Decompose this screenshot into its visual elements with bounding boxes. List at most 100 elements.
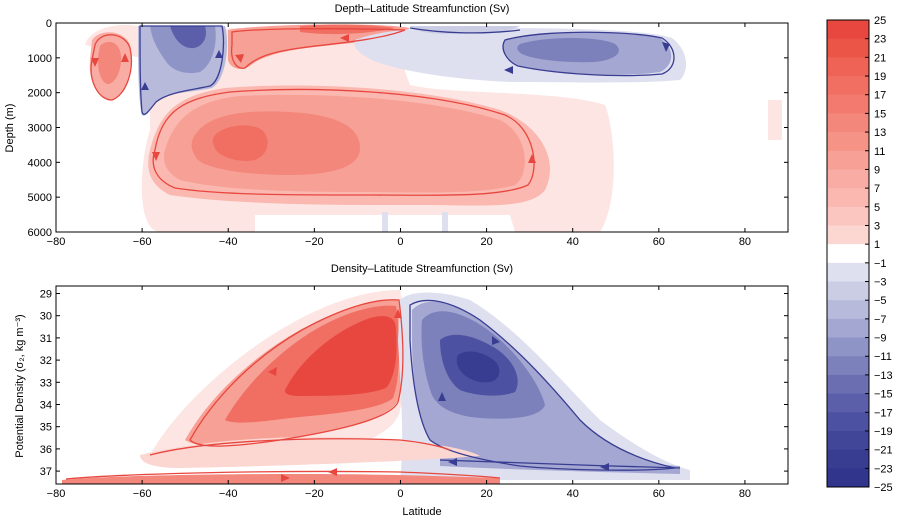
top-surface-positive-cell [228, 24, 410, 69]
colorbar-tick-label: 3 [874, 220, 880, 232]
arrow-top-neg-down [215, 50, 223, 58]
bottom-streamfunction-field [62, 290, 690, 484]
top-bottom-stripe-2 [442, 212, 448, 232]
bottom-ytick-label: 29 [40, 289, 52, 301]
bottom-xtick-label: −80 [47, 488, 66, 500]
colorbar-swatch [827, 430, 869, 451]
top-deep-positive-contour [152, 88, 535, 196]
colorbar-tick-label: −17 [874, 407, 893, 419]
bottom-ytick-label: 35 [40, 422, 52, 434]
arrow-bot-neg-right [492, 336, 500, 345]
bottom-xtick-label: −60 [133, 488, 152, 500]
colorbar-swatch [827, 281, 869, 301]
arrow-bot-neg-left [600, 463, 609, 471]
bottom-negative-peak [456, 351, 500, 383]
colorbar-swatch [827, 468, 869, 488]
top-ytick-label: 3000 [28, 123, 52, 135]
bottom-ytick-label: 30 [40, 311, 52, 323]
colorbar: 25 23 21 19 17 15 13 11 9 7 5 3 1 −1 −3 −5 −7 −9 −11 −13 −15… [826, 15, 893, 494]
bottom-flow-arrows [268, 309, 609, 482]
top-xtick-label: 20 [480, 236, 492, 248]
bottom-xtick-label: 60 [653, 488, 665, 500]
colorbar-swatch [827, 356, 869, 376]
colorbar-tick-label: −11 [874, 351, 892, 363]
top-bottom-stripe-1 [382, 212, 388, 232]
colorbar-swatch [827, 94, 869, 114]
top-deep-positive-peak [212, 125, 268, 161]
colorbar-tick-label: 7 [874, 183, 880, 195]
colorbar-swatch [827, 76, 869, 96]
colorbar-swatch [827, 262, 869, 283]
top-ytick-label: 1000 [28, 53, 52, 65]
bottom-xtick-label: 20 [480, 488, 492, 500]
colorbar-tick-label: −7 [874, 314, 887, 326]
top-bottom-stripe-3 [768, 100, 782, 140]
colorbar-swatch [827, 57, 869, 77]
bottom-ytick-label: 31 [40, 333, 52, 345]
bottom-x-axis-label: Latitude [402, 506, 441, 518]
bottom-axis-ticks: −80 −60 −40 −20 0 20 40 60 80 29 30 31 32 33 34 35 36 37 [40, 286, 788, 500]
colorbar-swatch [827, 318, 869, 339]
top-xtick-label: −80 [47, 236, 66, 248]
colorbar-tick-label: 21 [874, 52, 886, 64]
bottom-panel-title: Density–Latitude Streamfunction (Sv) [331, 263, 513, 275]
colorbar-frame [826, 19, 870, 488]
colorbar-swatch [827, 206, 869, 226]
colorbar-tick-label: −5 [874, 295, 887, 307]
bottom-ytick-label: 36 [40, 444, 52, 456]
colorbar-tick-label: −9 [874, 333, 887, 345]
top-ytick-label: 0 [46, 18, 52, 30]
colorbar-swatch [827, 393, 869, 413]
bottom-xtick-label: 80 [739, 488, 751, 500]
colorbar-swatch [827, 225, 869, 245]
arrow-bot-dense-right [281, 474, 290, 482]
top-surface-negative-contour [409, 27, 521, 34]
top-northern-negative-contour [502, 31, 675, 77]
colorbar-tick-label: −19 [874, 426, 893, 438]
colorbar-tick-label: −13 [874, 370, 893, 382]
top-southern-positive-core [98, 41, 122, 85]
colorbar-swatch [827, 113, 869, 133]
colorbar-swatch [827, 38, 869, 58]
colorbar-tick-label: −25 [874, 482, 893, 494]
colorbar-swatch [827, 374, 869, 395]
arrow-top-surface-right [340, 34, 349, 42]
top-flow-arrows [91, 34, 670, 163]
colorbar-tick-label: −15 [874, 389, 893, 401]
colorbar-swatch [827, 150, 869, 170]
arrow-top-deep-down [152, 152, 160, 161]
top-xtick-label: 40 [567, 236, 579, 248]
bottom-mixed-contour-2 [439, 459, 681, 469]
top-ytick-label: 5000 [28, 192, 52, 204]
density-latitude-panel: Density–Latitude Streamfunction (Sv) [14, 263, 789, 518]
bottom-axes-frame [55, 285, 789, 485]
bottom-xtick-label: −20 [305, 488, 324, 500]
colorbar-swatch [827, 412, 869, 432]
colorbar-tick-label: 1 [874, 239, 880, 251]
colorbar-swatch [827, 169, 869, 189]
top-xtick-label: 60 [653, 236, 665, 248]
colorbar-tick-label: 5 [874, 202, 880, 214]
bottom-mixed-contour-1 [149, 438, 451, 456]
arrow-top-north-left [504, 66, 513, 74]
top-panel-title: Depth–Latitude Streamfunction (Sv) [335, 3, 510, 15]
bottom-dense-mixed-layer [140, 436, 480, 468]
bottom-contours [65, 299, 681, 480]
colorbar-tick-label: 13 [874, 127, 886, 139]
colorbar-swatch [827, 337, 869, 357]
top-xtick-label: −20 [305, 236, 324, 248]
depth-latitude-panel: Depth–Latitude Streamfunction (Sv) [4, 3, 789, 248]
colorbar-tick-label: −1 [874, 258, 887, 270]
arrow-top-neg-up [141, 82, 149, 90]
colorbar-tick-label: 17 [874, 90, 886, 102]
colorbar-tick-label: 19 [874, 71, 886, 83]
colorbar-swatch [827, 449, 869, 469]
bottom-positive-core [284, 316, 397, 396]
colorbar-swatch [827, 300, 869, 320]
top-southern-negative-core [170, 26, 206, 49]
colorbar-swatch [827, 20, 869, 40]
bottom-dense-negative-layer [440, 452, 680, 474]
arrow-bot-neg-up [438, 392, 446, 401]
bottom-ytick-label: 37 [40, 466, 52, 478]
